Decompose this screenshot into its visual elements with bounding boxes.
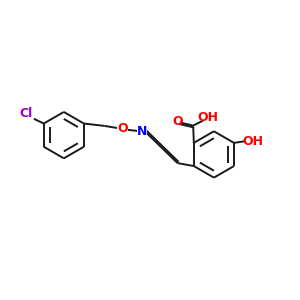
Text: Cl: Cl: [19, 107, 32, 120]
Text: N: N: [137, 125, 147, 138]
Text: OH: OH: [198, 111, 219, 124]
Text: O: O: [117, 122, 128, 135]
Text: O: O: [172, 115, 183, 128]
Text: OH: OH: [242, 135, 263, 148]
